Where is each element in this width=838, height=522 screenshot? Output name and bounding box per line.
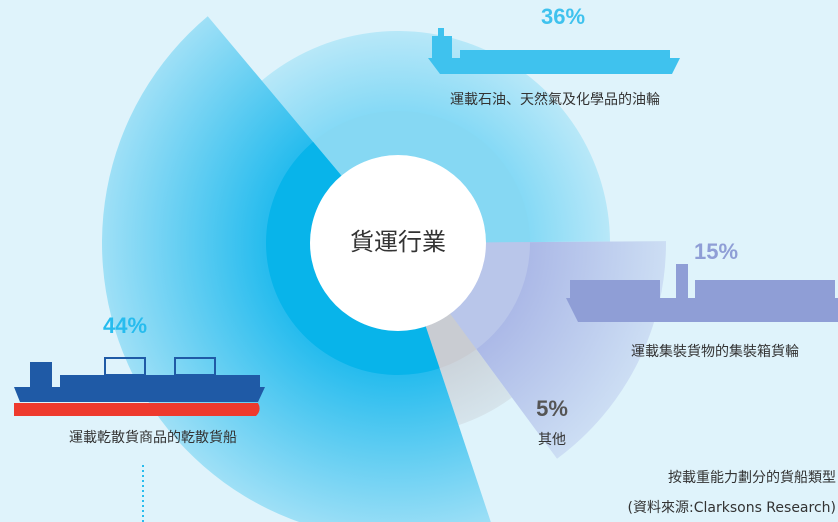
value-label: 44% — [103, 313, 147, 338]
value-label: 5% — [536, 396, 568, 421]
category-label: 運載集裝貨物的集裝箱貨輪 — [631, 343, 799, 360]
value-label: 15% — [694, 239, 738, 264]
category-label: 其他 — [538, 432, 566, 448]
value-label: 36% — [541, 4, 585, 29]
page: 貨運行業 按載重能力劃分的貨船類型 (資料來源:Clarksons Resear… — [0, 0, 838, 522]
center-label: 貨運行業 — [350, 228, 446, 256]
chart: 貨運行業 按載重能力劃分的貨船類型 (資料來源:Clarksons Resear… — [0, 0, 838, 522]
tanker-icon — [428, 28, 680, 74]
category-label: 運載石油、天然氣及化學品的油輪 — [450, 91, 660, 108]
caption: 按載重能力劃分的貨船類型 — [668, 469, 836, 486]
caption: (資料來源:Clarksons Research) — [628, 500, 836, 516]
category-label: 運載乾散貨商品的乾散貨船 — [69, 429, 237, 446]
